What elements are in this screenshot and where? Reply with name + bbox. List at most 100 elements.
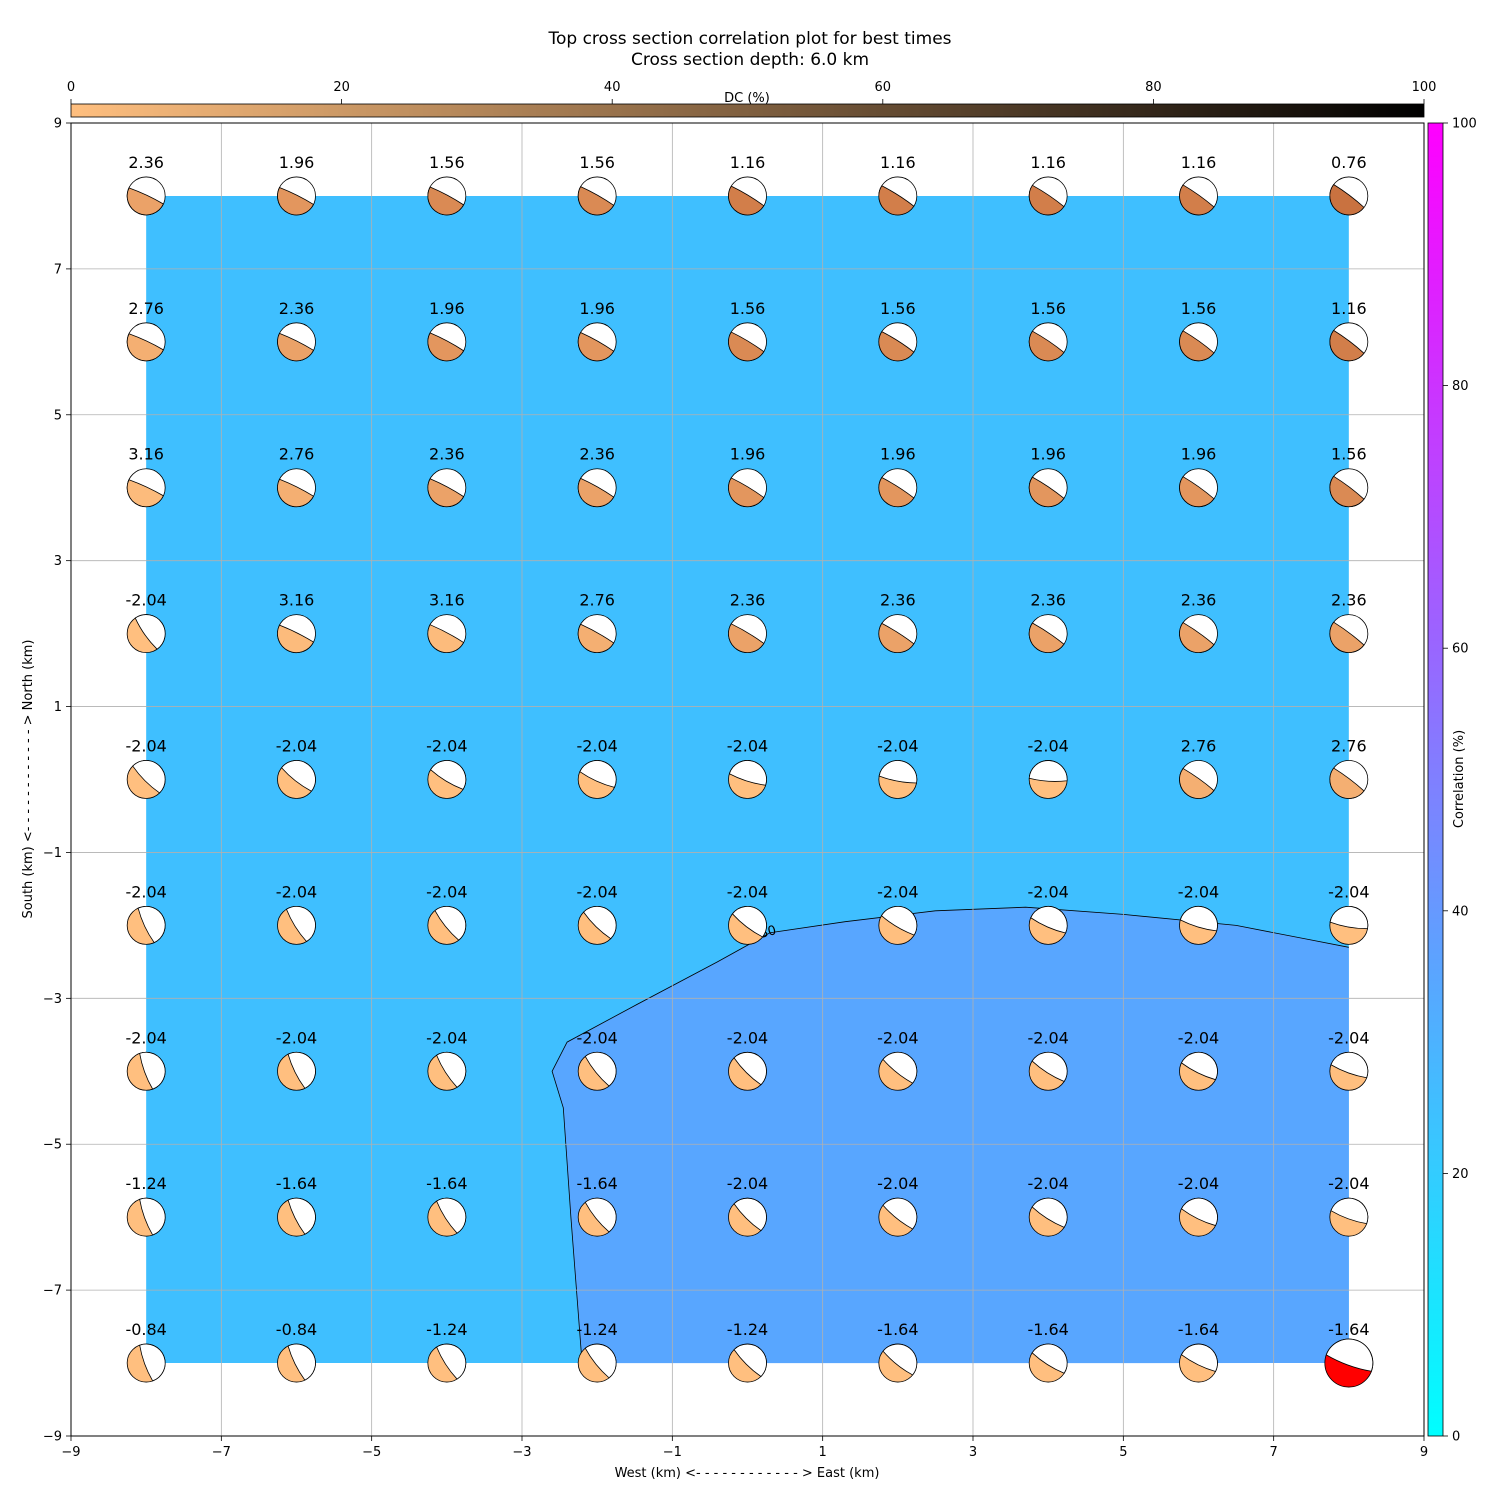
correlation-colorbar-ticks: 0 20 40 60 80 100 [1443,117,1477,1445]
time-label: 2.76 [1331,737,1367,756]
time-label: 2.76 [128,299,164,318]
beachball-quadrant [277,478,315,508]
time-label: 1.96 [880,445,916,464]
beachball-quadrant [1031,1197,1068,1228]
beachball-quadrant [728,331,765,362]
beachball-quadrant [285,906,316,943]
time-label: -1.64 [276,1174,317,1193]
beachball [427,1197,467,1237]
beachball [1329,905,1369,945]
x-tick-label: −3 [512,1445,531,1460]
time-label: -2.04 [576,737,617,756]
time-label: -2.04 [1178,1028,1219,1047]
gridlines [71,123,1424,1436]
beachball [878,760,918,799]
beachball [277,614,316,654]
time-label: 2.36 [429,445,465,464]
time-label: -2.04 [1328,1174,1369,1193]
corr-tick-label: 0 [1452,1430,1460,1445]
dc-tick-label: 0 [67,80,75,95]
time-label: -1.24 [576,1320,617,1339]
beachball-quadrant [733,1343,767,1378]
beachball-quadrant [1031,1051,1068,1082]
time-label: -2.04 [877,1174,918,1193]
beachball-quadrant [583,906,617,940]
y-tick-label: −3 [43,992,62,1007]
time-label: 2.36 [1181,591,1217,610]
time-label: -1.64 [877,1320,918,1339]
beachball [878,322,918,362]
time-label: -2.04 [125,882,166,901]
y-axis-ticks: −9 −7 −5 −3 −1 1 3 5 7 9 [43,117,71,1445]
beachball-quadrant [577,331,615,362]
dc-tick-label: 40 [604,80,621,95]
beachball-quadrant [731,905,767,938]
beachball [1179,322,1218,362]
time-label: 1.96 [429,299,465,318]
beachball-quadrant [584,1051,617,1087]
beachball [427,1051,467,1091]
beachball-quadrant [1329,183,1365,216]
beachball-quadrant [1329,621,1365,654]
plot-area: 30 2.36 1.96 1.56 1.56 1.16 1.16 1.16 1.16 0.762… [70,122,1425,1437]
corr-tick-label: 100 [1452,117,1477,132]
time-label: -2.04 [1027,1174,1068,1193]
chart-subtitle: Cross section depth: 6.0 km [631,50,869,70]
beachball [878,614,918,654]
beachball-quadrant [427,186,465,216]
beachball-quadrant [728,477,765,508]
beachball-quadrant [577,623,615,653]
beachball [878,468,918,508]
beachball [1329,614,1369,654]
time-label: 3.16 [429,591,465,610]
beachball [577,905,617,945]
beachball-quadrant [1180,1197,1218,1227]
beachball [1028,1343,1068,1383]
beachball [1028,322,1068,362]
time-label: 1.16 [1181,153,1217,172]
beachball-quadrant [134,614,166,650]
beachball [277,176,316,216]
beachball [1028,614,1068,654]
time-label: -1.64 [1027,1320,1068,1339]
dc-colorbar-bar [70,103,1425,118]
time-label: -1.64 [1328,1320,1369,1339]
beachball-quadrant [577,186,615,216]
time-label: -2.04 [276,737,317,756]
corr-tick-label: 40 [1452,904,1469,919]
time-label: -2.04 [727,737,768,756]
time-label: 2.36 [1331,591,1367,610]
time-label: -2.04 [426,1028,467,1047]
beachball [728,1343,767,1383]
contour-region-high [552,907,1349,1364]
time-label: 1.96 [279,153,315,172]
beachball [1179,176,1218,216]
beachball [1028,468,1068,508]
beachball-quadrant [427,478,465,508]
time-label: 1.96 [730,445,766,464]
time-label: -1.24 [426,1320,467,1339]
dc-tick-label: 80 [1145,80,1162,95]
beachball [126,1051,166,1091]
beachball-quadrant [1329,906,1369,930]
y-tick-label: 5 [54,408,62,423]
beachball-quadrant [878,331,915,362]
x-axis-ticks: −9 −7 −5 −3 −1 1 3 5 7 9 [61,1436,1428,1460]
x-axis-label: West (km) <- - - - - - - - - - - - > Eas… [615,1466,880,1481]
time-label: 2.36 [128,153,164,172]
time-label: 1.16 [880,153,916,172]
beachball [1329,468,1369,508]
beachball-quadrant [1330,1197,1369,1225]
time-label: 1.16 [1331,299,1367,318]
beachball-quadrant [427,332,465,362]
dc-colorbar-label: DC (%) [724,91,770,106]
beachball [728,468,767,508]
beachball-quadrant [1028,330,1065,362]
x-tick-label: −9 [61,1445,80,1460]
beachball-quadrant [430,760,467,790]
plot-frame [70,122,1425,1437]
beachball-quadrant [436,1197,467,1234]
time-label: -2.04 [877,737,918,756]
time-label: -2.04 [1178,882,1219,901]
corr-tick-label: 80 [1452,379,1469,394]
